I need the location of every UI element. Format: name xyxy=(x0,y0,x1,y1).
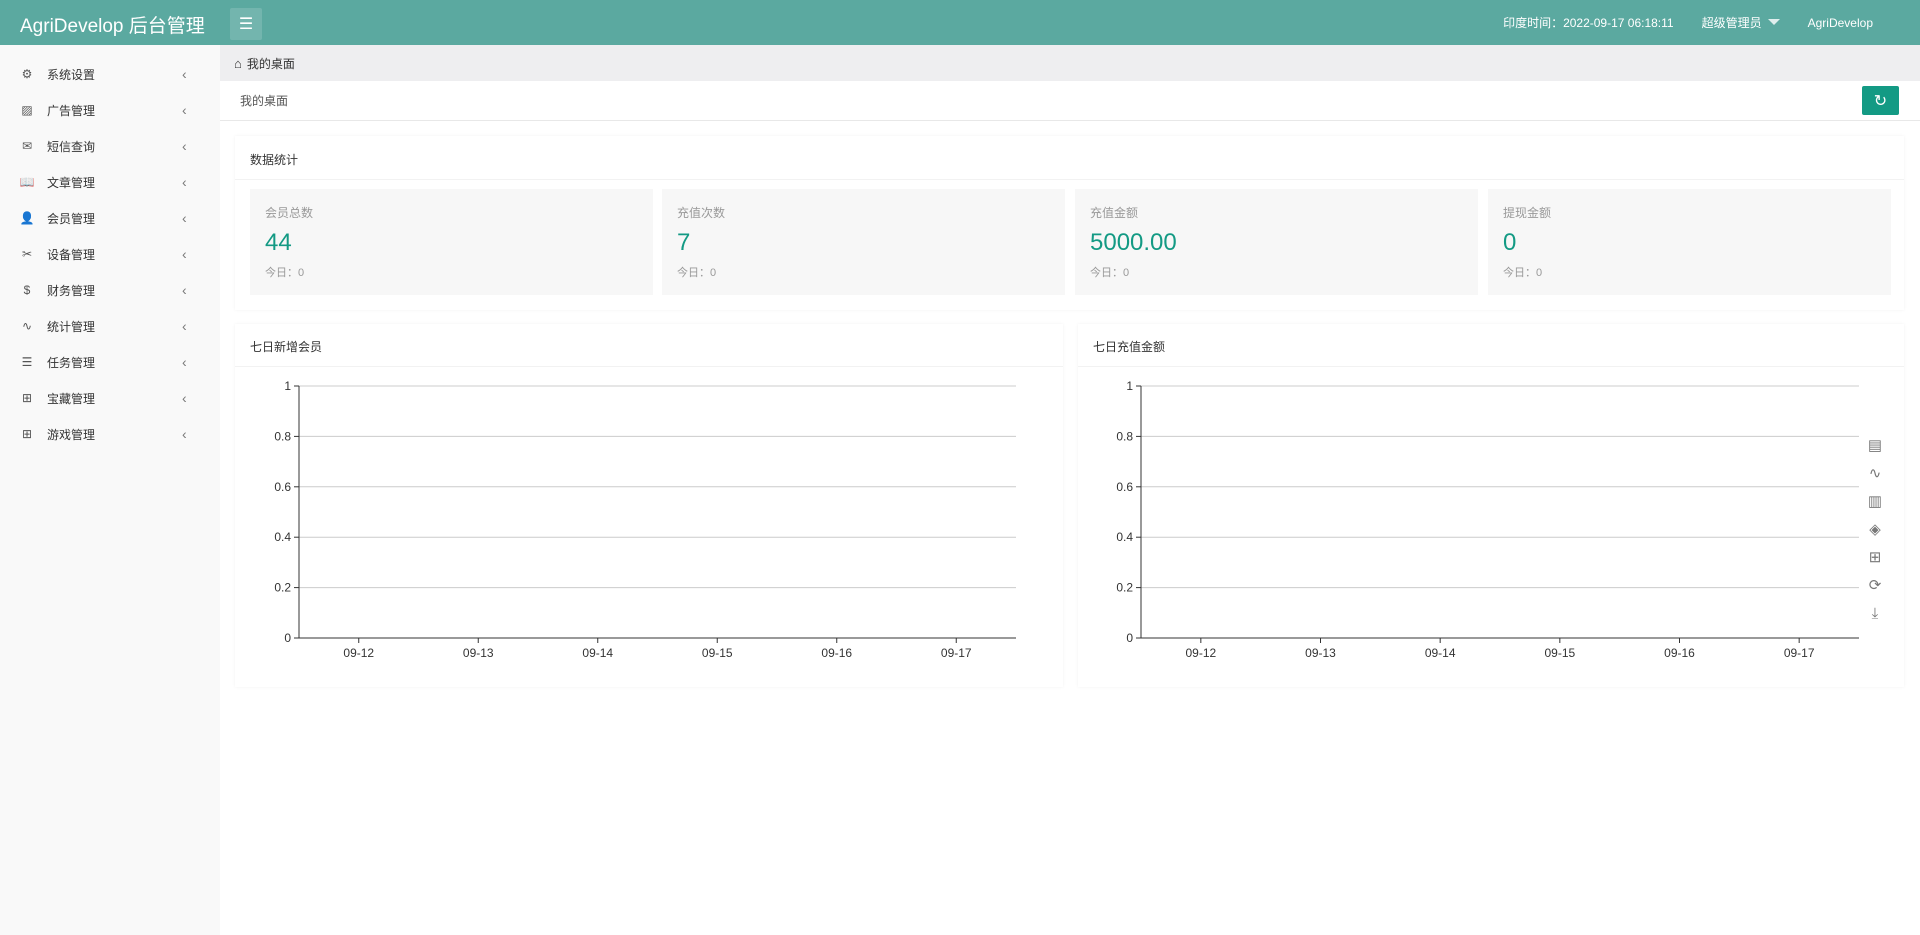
sidebar-item[interactable]: ☰ 任务管理 ‹ xyxy=(0,344,220,380)
image-icon: ▨ xyxy=(21,103,33,117)
role-label: 超级管理员 xyxy=(1701,16,1762,30)
gift-icon: ⊞ xyxy=(21,427,33,441)
chevron-left-icon: ‹ xyxy=(182,138,187,154)
page-title-bar: 我的桌面 xyxy=(220,81,1920,121)
chevron-left-icon: ‹ xyxy=(182,210,187,226)
sidebar-item-label: 短信查询 xyxy=(47,139,96,154)
chevron-left-icon: ‹ xyxy=(182,102,187,118)
chevron-left-icon: ‹ xyxy=(182,246,187,262)
chevron-left-icon: ‹ xyxy=(182,426,187,442)
refresh-button[interactable]: ↻ xyxy=(1862,86,1899,115)
pulse-icon: ∿ xyxy=(21,319,33,333)
sidebar-item[interactable]: ✂ 设备管理 ‹ xyxy=(0,236,220,272)
stat-value: 0 xyxy=(1503,229,1517,256)
chart-card-new-members: 七日新增会员 xyxy=(235,324,1063,687)
divider xyxy=(235,366,1063,367)
stat-box: 充值次数 7 今日：0 xyxy=(662,189,1065,295)
stat-label: 充值次数 xyxy=(677,206,726,220)
chart-card-recharge: 七日充值金额 xyxy=(1078,324,1904,687)
line-chart-icon[interactable]: ∿ xyxy=(1869,465,1882,482)
stat-today: 今日：0 xyxy=(677,267,717,279)
sidebar-item[interactable]: ∿ 统计管理 ‹ xyxy=(0,308,220,344)
stack-icon[interactable]: ◈ xyxy=(1869,521,1881,538)
sidebar-item-label: 游戏管理 xyxy=(47,427,96,442)
chevron-left-icon: ‹ xyxy=(182,354,187,370)
hamburger-icon: ☰ xyxy=(238,16,254,33)
data-view-icon[interactable]: ▤ xyxy=(1868,437,1882,454)
chevron-left-icon: ‹ xyxy=(182,390,187,406)
chart-title: 七日充值金额 xyxy=(1093,340,1166,354)
sidebar-item[interactable]: ✉ 短信查询 ‹ xyxy=(0,128,220,164)
top-header: AgriDevelop 后台管理 ☰ 印度时间：2022-09-17 06:18… xyxy=(0,0,1920,45)
stat-today: 今日：0 xyxy=(1503,267,1543,279)
divider xyxy=(1078,366,1904,367)
sidebar-item[interactable]: $ 财务管理 ‹ xyxy=(0,272,220,308)
divider xyxy=(235,179,1904,180)
stat-value: 7 xyxy=(677,229,691,256)
sidebar-item-label: 会员管理 xyxy=(47,211,96,226)
sidebar-item-label: 文章管理 xyxy=(47,175,96,190)
user-icon: 👤 xyxy=(19,211,35,225)
stat-label: 充值金额 xyxy=(1090,206,1139,220)
stats-title: 数据统计 xyxy=(250,153,299,167)
chart-title: 七日新增会员 xyxy=(250,340,323,354)
mail-icon: ✉ xyxy=(21,139,33,153)
sidebar-item[interactable]: ⊞ 宝藏管理 ‹ xyxy=(0,380,220,416)
user-name[interactable]: AgriDevelop xyxy=(1807,15,1873,30)
chevron-left-icon: ‹ xyxy=(182,174,187,190)
sidebar-item[interactable]: ⊞ 游戏管理 ‹ xyxy=(0,416,220,452)
sidebar-item-label: 任务管理 xyxy=(47,355,96,370)
sidebar-item-label: 广告管理 xyxy=(47,103,96,118)
stats-card: 数据统计 会员总数 44 今日：0 充值次数 7 今日：0 充值金额 5000.00 今日：0 提… xyxy=(235,136,1904,310)
stat-label: 提现金额 xyxy=(1503,206,1552,220)
stat-today: 今日：0 xyxy=(1090,267,1130,279)
sidebar-item-label: 系统设置 xyxy=(47,67,96,82)
sidebar-item[interactable]: ⚙ 系统设置 ‹ xyxy=(0,56,220,92)
app-title: AgriDevelop 后台管理 xyxy=(20,16,205,37)
book-icon: 📖 xyxy=(19,175,35,189)
sidebar-item[interactable]: 📖 文章管理 ‹ xyxy=(0,164,220,200)
sidebar-item-label: 设备管理 xyxy=(47,247,96,262)
stat-value: 44 xyxy=(265,229,292,256)
chevron-left-icon: ‹ xyxy=(182,66,187,82)
stat-today: 今日：0 xyxy=(265,267,305,279)
restore-icon[interactable]: ⟳ xyxy=(1869,577,1882,594)
dollar-icon: $ xyxy=(23,283,31,297)
role-dropdown[interactable]: 超级管理员 xyxy=(1702,14,1780,31)
sidebar-item[interactable]: 👤 会员管理 ‹ xyxy=(0,200,220,236)
page-title: 我的桌面 xyxy=(240,94,289,108)
gift-icon: ⊞ xyxy=(21,391,33,405)
gear-icon: ⚙ xyxy=(21,67,33,81)
tools-icon: ✂ xyxy=(21,247,33,261)
chevron-left-icon: ‹ xyxy=(182,282,187,298)
time-display: 印度时间：2022-09-17 06:18:11 xyxy=(1503,16,1674,30)
breadcrumb: ⌂ 我的桌面 xyxy=(220,45,1920,81)
stat-box: 会员总数 44 今日：0 xyxy=(250,189,653,295)
download-icon[interactable]: ⤓ xyxy=(1872,605,1879,622)
bar-chart-icon[interactable]: ▥ xyxy=(1868,493,1882,510)
tiled-icon[interactable]: ⊞ xyxy=(1869,549,1882,566)
stat-box: 提现金额 0 今日：0 xyxy=(1488,189,1891,295)
sidebar-item-label: 宝藏管理 xyxy=(47,391,96,406)
sidebar: ⚙ 系统设置 ‹ ▨ 广告管理 ‹ ✉ 短信查询 ‹ 📖 文章管理 ‹ 👤 会员管理 ‹ ✂ 设备管理 ‹ $ 财务管… xyxy=(0,45,220,935)
breadcrumb-home[interactable]: 我的桌面 xyxy=(246,56,295,71)
sliders-icon: ☰ xyxy=(21,355,33,369)
sidebar-item-label: 财务管理 xyxy=(47,283,96,298)
menu-toggle-button[interactable]: ☰ xyxy=(230,8,262,40)
chevron-left-icon: ‹ xyxy=(182,318,187,334)
stat-label: 会员总数 xyxy=(265,206,314,220)
stat-value: 5000.00 xyxy=(1090,229,1177,256)
sidebar-item-label: 统计管理 xyxy=(47,319,96,334)
sidebar-item[interactable]: ▨ 广告管理 ‹ xyxy=(0,92,220,128)
caret-down-icon xyxy=(1767,19,1780,25)
refresh-icon: ↻ xyxy=(1873,92,1888,110)
stat-box: 充值金额 5000.00 今日：0 xyxy=(1075,189,1478,295)
home-icon: ⌂ xyxy=(234,55,242,71)
